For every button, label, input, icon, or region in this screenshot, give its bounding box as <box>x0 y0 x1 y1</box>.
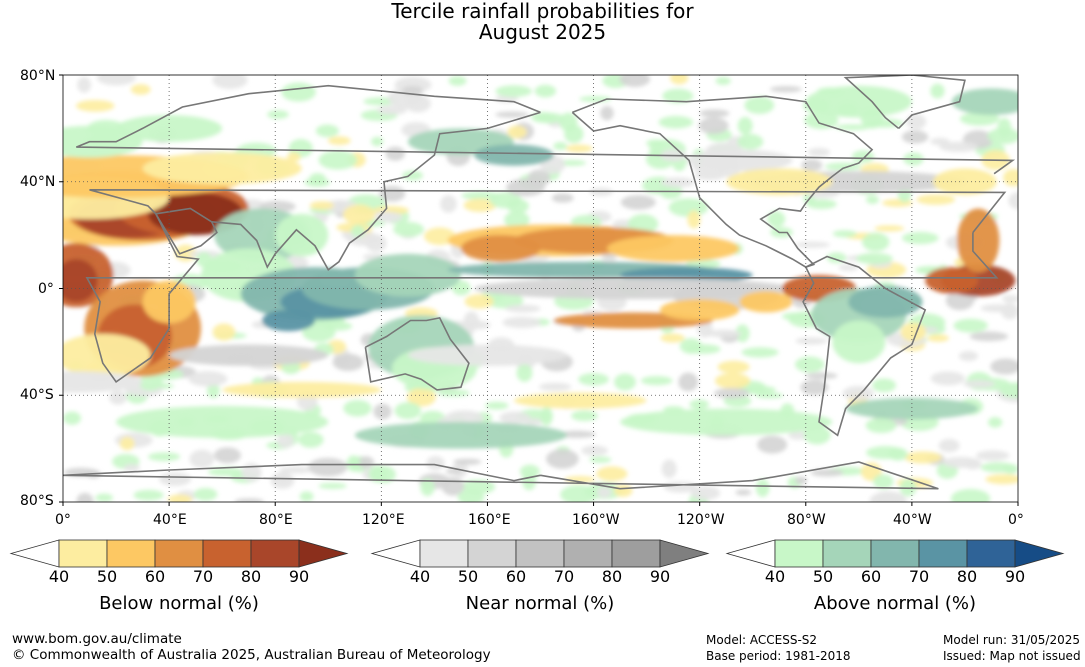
below-tick: 70 <box>192 567 214 586</box>
colorbar-segment <box>870 539 920 568</box>
base-period: Base period: 1981-2018 <box>706 649 851 663</box>
coastline <box>364 316 470 391</box>
lat-label-0: 0° <box>38 281 54 297</box>
lon-label-80w: 80°W <box>787 512 826 528</box>
below-tick: 40 <box>48 567 70 586</box>
colorbar-segment <box>918 539 968 568</box>
near-normal-label: Near normal (%) <box>465 593 615 614</box>
lon-label-0-east: 0° <box>1008 512 1024 528</box>
colorbar-above <box>725 539 1065 568</box>
colorbar-segment <box>419 539 469 568</box>
colorbar-arrow-low <box>370 539 421 568</box>
colorbar-arrow-high <box>298 539 349 568</box>
colorbar-segment <box>774 539 824 568</box>
near-tick: 40 <box>409 567 431 586</box>
coastline <box>571 95 874 268</box>
lon-label-120e: 120°E <box>362 512 405 528</box>
colorbar-segment <box>154 539 204 568</box>
website-link[interactable]: www.bom.gov.au/climate <box>12 631 182 647</box>
coastline <box>843 75 966 130</box>
above-tick: 50 <box>812 567 834 586</box>
colorbar-segment <box>250 539 300 568</box>
above-tick: 70 <box>908 567 930 586</box>
above-tick: 80 <box>956 567 978 586</box>
near-tick: 50 <box>457 567 479 586</box>
colorbar-below <box>9 539 349 568</box>
below-tick: 80 <box>240 567 262 586</box>
copyright-text: © Commonwealth of Australia 2025, Austra… <box>12 647 491 663</box>
near-tick: 70 <box>553 567 575 586</box>
above-tick: 60 <box>860 567 882 586</box>
lon-label-160w: 160°W <box>572 512 620 528</box>
coastline <box>63 461 939 490</box>
colorbar-segment <box>611 539 661 568</box>
colorbar-segment <box>467 539 517 568</box>
lat-label-40n: 40°N <box>20 174 56 190</box>
lat-label-80n: 80°N <box>20 68 56 84</box>
above-normal-label: Above normal (%) <box>813 593 977 614</box>
colorbar-segment <box>822 539 872 568</box>
near-tick: 80 <box>601 567 623 586</box>
map-title-line2: August 2025 <box>478 20 607 44</box>
colorbar-segment <box>106 539 156 568</box>
below-tick: 50 <box>96 567 118 586</box>
colorbar-segment <box>563 539 613 568</box>
coastline <box>211 111 541 271</box>
lon-label-80e: 80°E <box>259 512 293 528</box>
above-tick: 40 <box>764 567 786 586</box>
colorbar-arrow-low <box>725 539 776 568</box>
colorbar-segment <box>58 539 108 568</box>
coastline <box>802 255 927 437</box>
colorbar-arrow-high <box>1014 539 1065 568</box>
model-run-date: Model run: 31/05/2025 <box>943 633 1081 647</box>
lon-label-160e: 160°E <box>468 512 511 528</box>
map-title-line1: Tercile rainfall probabilities for <box>391 0 694 23</box>
colorbar-segment <box>966 539 1016 568</box>
lat-label-40s: 40°S <box>20 387 54 403</box>
lon-label-40w: 40°W <box>893 512 932 528</box>
lat-label-80s: 80°S <box>20 493 54 509</box>
lon-label-120w: 120°W <box>677 512 725 528</box>
near-tick: 60 <box>505 567 527 586</box>
below-normal-label: Below normal (%) <box>99 593 259 614</box>
coastline <box>155 207 218 255</box>
below-tick: 60 <box>144 567 166 586</box>
colorbar-near <box>370 539 710 568</box>
model-name: Model: ACCESS-S2 <box>706 633 818 647</box>
above-tick: 90 <box>1004 567 1026 586</box>
colorbar-arrow-low <box>9 539 60 568</box>
colorbar-segment <box>202 539 252 568</box>
issued-status: Issued: Map not issued <box>943 649 1081 663</box>
coastline <box>75 84 1016 175</box>
lon-label-40e: 40°E <box>153 512 187 528</box>
near-tick: 90 <box>649 567 671 586</box>
colorbar-segment <box>515 539 565 568</box>
below-tick: 90 <box>288 567 310 586</box>
colorbar-arrow-high <box>659 539 710 568</box>
lon-label-0: 0° <box>55 512 71 528</box>
coastline <box>85 189 1007 384</box>
probability-field <box>63 75 1018 502</box>
